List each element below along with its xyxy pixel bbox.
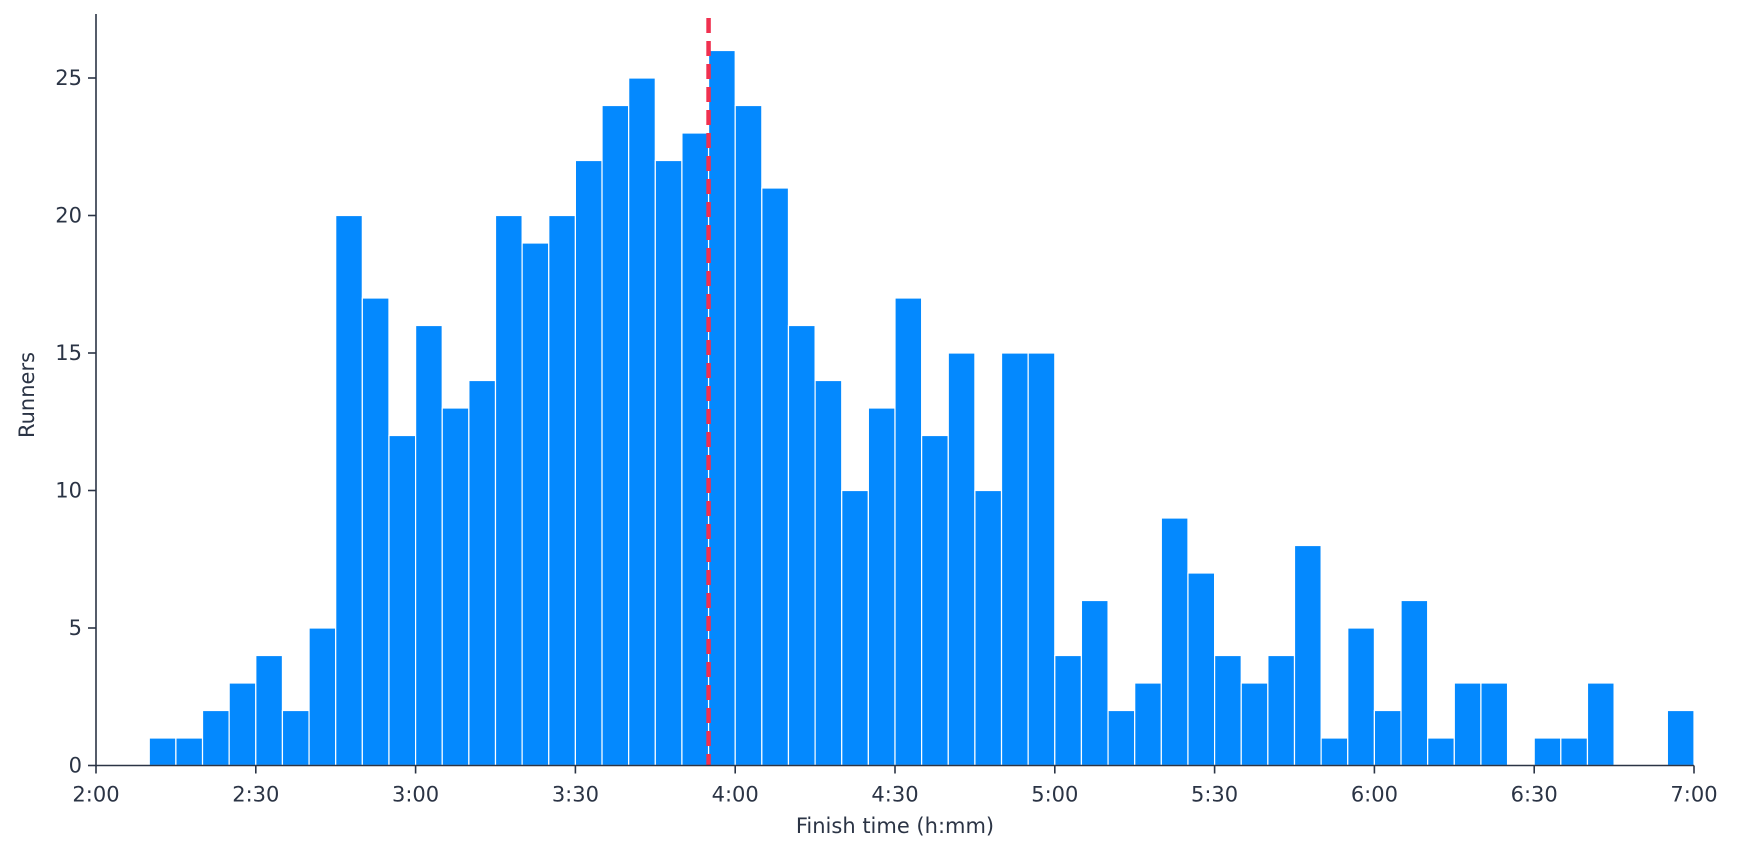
y-tick-label: 0 [69, 754, 82, 778]
y-tick-label: 10 [55, 479, 82, 503]
histogram-bar [494, 214, 523, 767]
histogram-bar [1240, 682, 1269, 767]
y-tick-label: 25 [55, 66, 82, 90]
histogram-bar [974, 489, 1003, 767]
histogram-bar [361, 297, 390, 767]
histogram-bar [814, 379, 843, 767]
histogram-bar [148, 737, 177, 767]
y-tick-label: 15 [55, 341, 82, 365]
histogram-bar [1373, 709, 1402, 767]
histogram-bar [1560, 737, 1589, 767]
x-tick-label: 4:30 [871, 783, 918, 807]
histogram-bar [255, 654, 284, 767]
histogram-bar [1160, 517, 1189, 767]
histogram-bar [201, 709, 230, 767]
histogram-bars [148, 49, 1695, 767]
histogram-bar [548, 214, 577, 767]
x-axis-label: Finish time (h:mm) [796, 814, 994, 838]
histogram-bar [308, 627, 337, 767]
x-tick-label: 6:30 [1511, 783, 1558, 807]
histogram-bar [1400, 599, 1429, 767]
x-tick-label: 6:00 [1351, 783, 1398, 807]
histogram-bar [228, 682, 257, 767]
x-tick-label: 5:30 [1191, 783, 1238, 807]
histogram-bar [1453, 682, 1482, 767]
histogram-bar [574, 159, 603, 767]
x-tick-label: 4:00 [712, 783, 759, 807]
histogram-bar [1134, 682, 1162, 767]
histogram-bar [1480, 682, 1509, 767]
histogram-bar [1347, 627, 1376, 767]
x-tick-label: 3:00 [392, 783, 439, 807]
histogram-bar [1027, 352, 1056, 767]
histogram-bar [1000, 352, 1029, 767]
histogram-bar [1533, 737, 1562, 767]
x-tick-label: 7:00 [1670, 783, 1717, 807]
histogram-bar [415, 324, 443, 767]
histogram-bar [1586, 682, 1615, 767]
histogram-bar [707, 49, 736, 767]
histogram-bar [1054, 654, 1083, 767]
histogram-bar [1320, 737, 1349, 767]
histogram-bar [787, 324, 816, 767]
histogram-bar [628, 77, 656, 767]
histogram-bar [921, 434, 949, 767]
y-axis-label: Runners [15, 352, 39, 438]
x-tick-label: 3:30 [552, 783, 599, 807]
histogram-bar [521, 242, 550, 767]
histogram-bar [654, 159, 683, 767]
histogram-bar [1267, 654, 1296, 767]
x-axis: 2:00 2:30 3:00 3:30 4:00 4:30 5:00 5:30 6:00 6:30… [72, 764, 1718, 807]
histogram-bar [1187, 572, 1216, 767]
histogram-bar [1666, 709, 1695, 767]
histogram-bar [388, 434, 417, 767]
histogram-bar [335, 214, 363, 767]
y-axis: 0 5 10 15 20 25 [55, 14, 97, 778]
histogram-bar [761, 187, 790, 767]
histogram-bar [441, 407, 470, 767]
x-tick-label: 2:00 [72, 783, 119, 807]
histogram-bar [1293, 544, 1322, 767]
histogram-bar [1427, 737, 1455, 767]
histogram-bar [281, 709, 310, 767]
histogram-bar [841, 489, 869, 767]
x-tick-label: 2:30 [232, 783, 279, 807]
y-tick-label: 5 [69, 616, 82, 640]
histogram-bar [867, 407, 896, 767]
histogram-bar [1107, 709, 1136, 767]
histogram-bar [601, 104, 630, 767]
histogram-bar [947, 352, 976, 767]
histogram-bar [468, 379, 497, 767]
histogram-bar [175, 737, 204, 767]
y-tick-label: 20 [55, 204, 82, 228]
x-tick-label: 5:00 [1031, 783, 1078, 807]
histogram-bar [1080, 599, 1109, 767]
histogram-bar [734, 104, 763, 767]
histogram-bar [894, 297, 923, 767]
histogram-bar [681, 132, 710, 767]
histogram-bar [1213, 654, 1242, 767]
